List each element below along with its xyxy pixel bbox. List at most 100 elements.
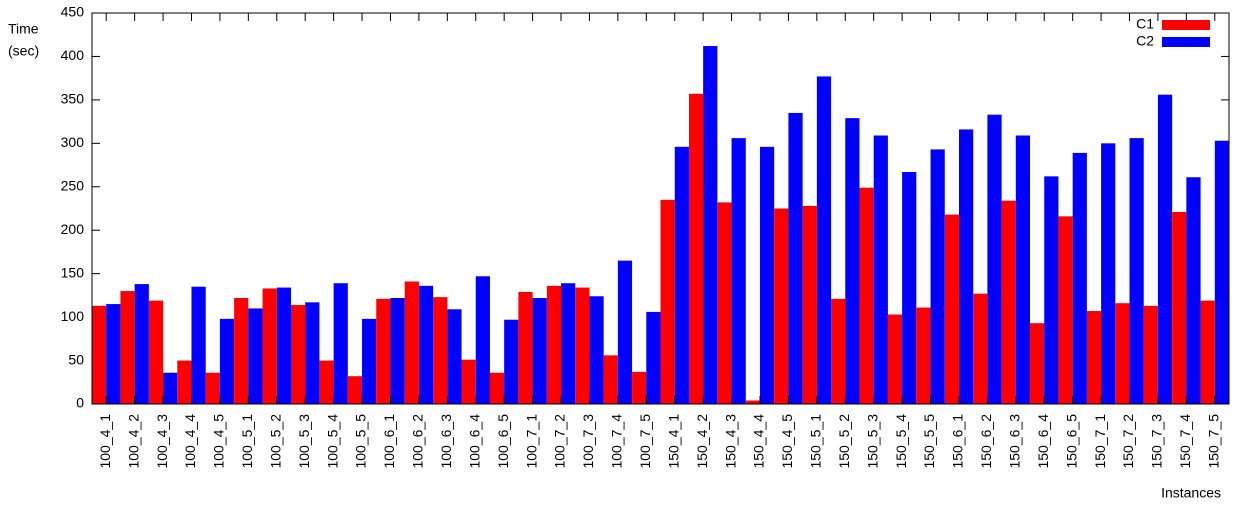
bar xyxy=(276,287,291,404)
x-tick-label: 100_6_1 xyxy=(381,414,397,469)
bar xyxy=(1015,135,1031,404)
bar xyxy=(205,372,220,404)
x-tick-label: 150_7_2 xyxy=(1120,414,1136,469)
bar xyxy=(1143,305,1158,404)
bar xyxy=(347,376,363,404)
legend-label: C2 xyxy=(1136,33,1154,49)
bar xyxy=(831,298,846,404)
bar xyxy=(745,400,760,404)
bar xyxy=(930,149,945,404)
bar xyxy=(504,319,519,404)
bar xyxy=(688,93,704,404)
bar xyxy=(916,307,931,404)
bar xyxy=(887,314,903,404)
legend-label: C1 xyxy=(1136,16,1154,32)
bar xyxy=(305,302,320,404)
bar xyxy=(816,76,832,404)
x-tick-label: 150_5_2 xyxy=(836,414,852,469)
bar xyxy=(575,287,590,404)
bar xyxy=(418,285,434,404)
x-tick-label: 150_6_1 xyxy=(950,414,966,469)
x-tick-label: 100_7_5 xyxy=(637,414,653,469)
x-tick-label: 100_5_5 xyxy=(353,414,369,469)
bar xyxy=(1129,138,1144,404)
bar xyxy=(1157,94,1173,405)
bar xyxy=(703,46,718,405)
bar xyxy=(191,286,206,404)
x-tick-label: 100_7_1 xyxy=(523,414,539,469)
x-tick-label: 100_5_1 xyxy=(239,414,255,469)
bar xyxy=(106,304,121,404)
bar xyxy=(788,112,803,404)
x-tick-label: 100_6_4 xyxy=(466,414,482,469)
y-tick-label: 350 xyxy=(61,91,85,107)
y-tick-label: 0 xyxy=(76,395,84,411)
bar xyxy=(1172,211,1187,404)
bar xyxy=(92,305,107,404)
bar xyxy=(546,285,562,404)
bar xyxy=(333,283,348,404)
x-tick-label: 150_7_4 xyxy=(1177,414,1193,469)
bar xyxy=(774,208,789,404)
y-tick-label: 300 xyxy=(61,134,85,150)
y-axis-label: Time xyxy=(8,21,39,37)
bar xyxy=(248,308,263,404)
bar xyxy=(1214,140,1229,404)
y-tick-label: 150 xyxy=(61,264,85,280)
x-tick-label: 100_7_3 xyxy=(580,414,596,469)
bar xyxy=(262,288,277,404)
bar xyxy=(717,202,732,404)
bar xyxy=(1115,303,1130,404)
x-tick-label: 150_6_5 xyxy=(1063,414,1079,469)
x-tick-label: 150_4_4 xyxy=(751,414,767,469)
x-tick-label: 150_4_2 xyxy=(694,414,710,469)
bar xyxy=(1072,152,1087,404)
bar xyxy=(518,291,533,404)
x-tick-label: 150_5_4 xyxy=(893,414,909,469)
x-tick-label: 100_6_5 xyxy=(495,414,511,469)
x-tick-label: 100_7_2 xyxy=(552,414,568,469)
x-tick-label: 150_6_3 xyxy=(1007,414,1023,469)
bar xyxy=(1101,143,1116,405)
legend-swatch xyxy=(1162,20,1210,30)
x-tick-label: 100_6_2 xyxy=(410,414,426,469)
bar xyxy=(802,205,817,404)
bar xyxy=(632,371,647,404)
x-tick-label: 150_5_3 xyxy=(864,414,880,469)
x-tick-label: 100_4_1 xyxy=(97,414,113,469)
x-tick-label: 100_4_5 xyxy=(211,414,227,469)
bar xyxy=(646,311,661,404)
y-tick-label: 250 xyxy=(61,177,85,193)
bar xyxy=(731,138,746,404)
legend-swatch xyxy=(1162,37,1210,47)
bar xyxy=(674,146,689,404)
bar xyxy=(845,118,860,404)
bar xyxy=(1030,323,1045,404)
x-tick-label: 100_4_4 xyxy=(182,414,198,469)
bar xyxy=(475,276,490,404)
bar xyxy=(1001,200,1016,404)
bar xyxy=(120,291,135,404)
bar xyxy=(376,298,391,404)
x-tick-label: 150_4_3 xyxy=(722,414,738,469)
bar xyxy=(660,199,675,404)
bar xyxy=(404,281,419,404)
y-tick-label: 200 xyxy=(61,221,85,237)
bar xyxy=(617,260,633,404)
x-tick-label: 150_6_4 xyxy=(1035,414,1051,469)
bar xyxy=(461,359,476,404)
bar xyxy=(958,129,974,405)
bar xyxy=(1044,176,1059,404)
bar xyxy=(759,146,775,404)
bar xyxy=(603,355,618,404)
bar xyxy=(532,297,547,404)
bar xyxy=(902,172,917,404)
bar xyxy=(561,283,576,404)
bar xyxy=(859,187,874,404)
bar xyxy=(290,304,306,404)
x-tick-label: 100_5_4 xyxy=(324,414,340,469)
bar xyxy=(944,214,959,404)
bar xyxy=(433,297,448,404)
x-tick-label: 150_5_1 xyxy=(808,414,824,469)
